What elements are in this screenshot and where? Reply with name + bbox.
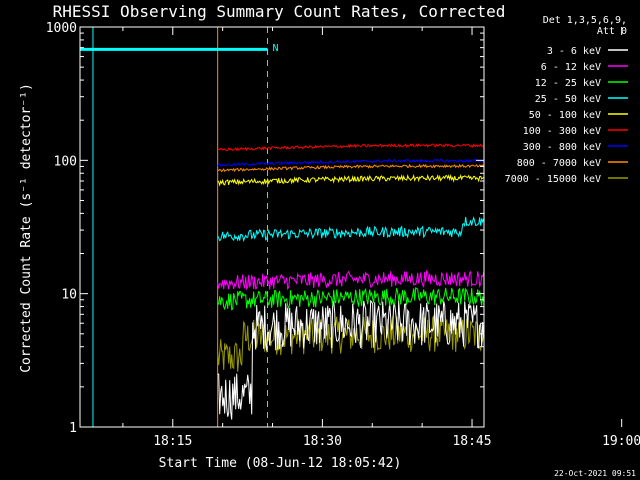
y-tick-label: 1000 <box>46 21 77 36</box>
x-tick-label: 18:45 <box>452 434 491 449</box>
legend: Det 1,3,5,6,9,Att 0 3 - 6 keV 6 - 12 keV 12… <box>505 15 628 185</box>
legend-header: Att 0 <box>597 26 627 37</box>
x-tick-label: 18:15 <box>153 434 192 449</box>
legend-entry-label: 3 - 6 keV <box>547 46 601 57</box>
x-tick-label: 19:00 <box>602 434 640 449</box>
y-axis-label: Corrected Count Rate (s⁻¹ detector⁻¹) <box>19 83 34 373</box>
plot-area: NS <box>80 27 484 427</box>
y-tick-label: 10 <box>61 288 77 303</box>
legend-entry-label: 50 - 100 keV <box>529 110 601 121</box>
legend-entry-label: 25 - 50 keV <box>535 94 601 105</box>
series-line <box>217 269 484 291</box>
chart-title: RHESSI Observing Summary Count Rates, Co… <box>53 2 506 21</box>
legend-entry-label: 6 - 12 keV <box>541 62 601 73</box>
legend-entry-label: 100 - 300 keV <box>523 126 601 137</box>
footer-date: 22-Oct-2021 09:51 <box>554 469 636 478</box>
series-line <box>217 287 484 311</box>
legend-entry-label: 300 - 800 keV <box>523 142 601 153</box>
y-tick-label: 100 <box>54 154 77 169</box>
axis-ticks: 110100100018:1518:3018:4519:0019:1519:30… <box>46 21 640 449</box>
series-line <box>217 216 484 243</box>
series-line <box>217 163 484 173</box>
annotation-label: N <box>273 43 279 54</box>
series-line <box>217 299 484 420</box>
x-axis-label: Start Time (08-Jun-12 18:05:42) <box>159 456 402 471</box>
series-line <box>217 158 484 167</box>
legend-entry-label: 12 - 25 keV <box>535 78 601 89</box>
series-line <box>217 143 484 152</box>
x-tick-label: 18:30 <box>303 434 342 449</box>
legend-header: Det 1,3,5,6,9, <box>543 15 627 26</box>
y-tick-label: 1 <box>69 421 77 436</box>
legend-entry-label: 800 - 7000 keV <box>517 158 601 169</box>
legend-entry-label: 7000 - 15000 keV <box>505 174 601 185</box>
plot-frame <box>79 26 485 428</box>
series-line <box>217 173 484 187</box>
